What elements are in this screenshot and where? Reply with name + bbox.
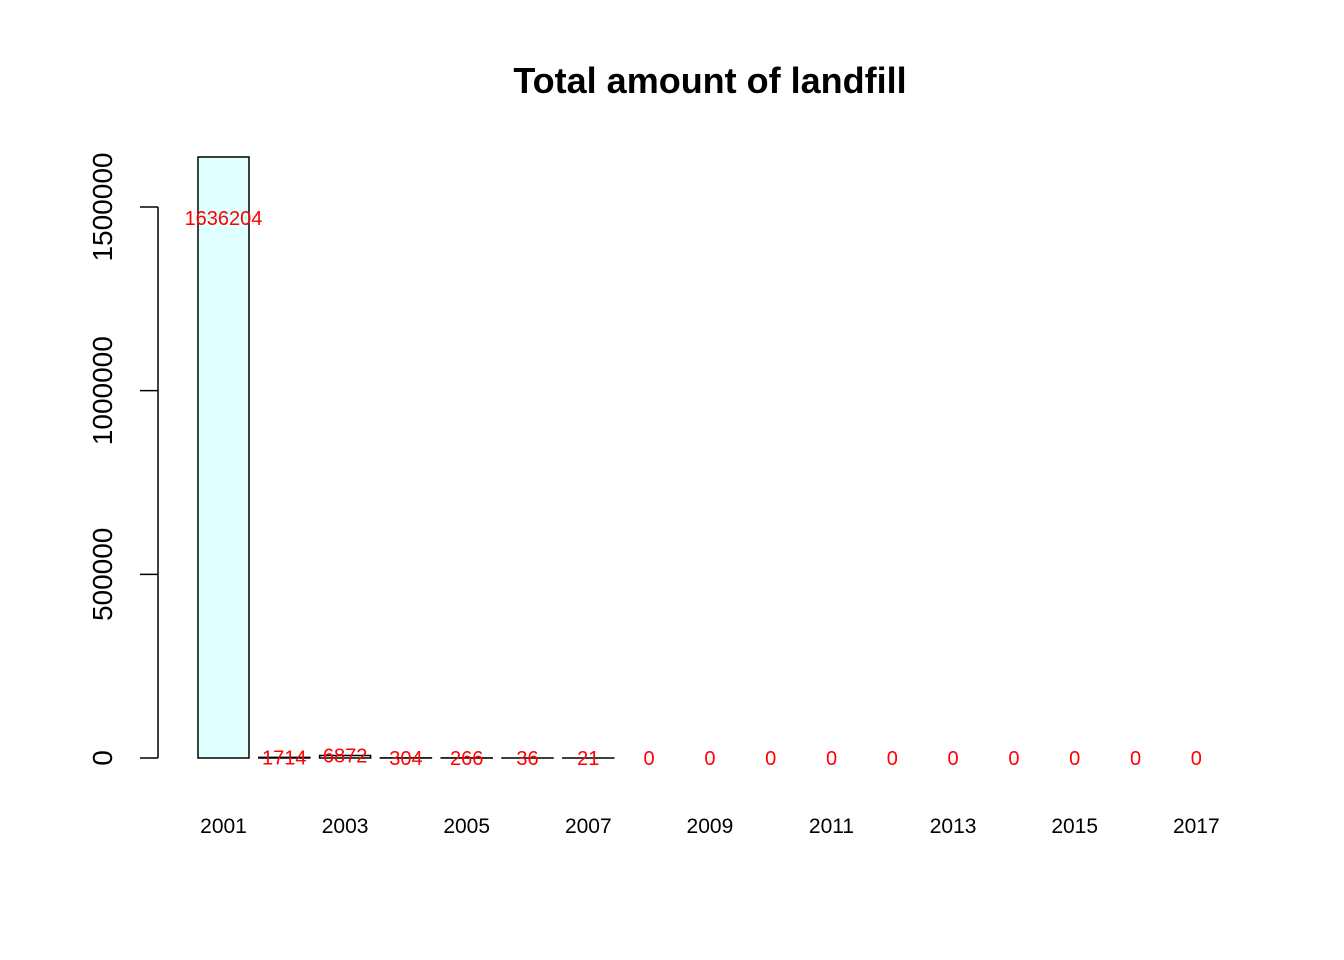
x-tick-label: 2001 xyxy=(200,815,247,838)
x-tick-label: 2011 xyxy=(809,815,854,838)
x-axis-labels: 2001 2003 2005 2007 2009 2011 2013 2015 2017 xyxy=(200,815,1220,838)
x-tick-label: 2005 xyxy=(443,815,490,838)
y-tick-label: 500000 xyxy=(87,528,118,621)
x-tick-label: 2007 xyxy=(565,815,612,838)
data-label: 0 xyxy=(1130,748,1141,770)
data-label: 0 xyxy=(1191,748,1202,770)
x-tick-label: 2017 xyxy=(1173,815,1220,838)
x-tick-label: 2003 xyxy=(322,815,369,838)
y-tick-label: 1000000 xyxy=(87,336,118,445)
bar xyxy=(258,756,311,759)
bars-group xyxy=(197,156,615,759)
data-label: 0 xyxy=(1069,748,1080,770)
y-tick-label: 0 xyxy=(87,750,118,766)
x-tick-label: 2015 xyxy=(1051,815,1098,838)
data-label: 0 xyxy=(1008,748,1019,770)
chart-title: Total amount of landfill xyxy=(513,60,906,101)
data-label: 304 xyxy=(389,748,422,770)
y-axis: 0 500000 1000000 1500000 xyxy=(87,153,159,766)
data-label: 0 xyxy=(644,748,655,770)
bar xyxy=(197,156,250,759)
data-label: 1636204 xyxy=(185,208,263,230)
data-label: 6872 xyxy=(323,745,368,767)
data-label: 36 xyxy=(516,748,538,770)
y-tick-label: 1500000 xyxy=(87,153,118,262)
data-label: 0 xyxy=(765,748,776,770)
data-label: 21 xyxy=(577,748,599,770)
bar xyxy=(318,754,372,759)
data-label: 0 xyxy=(704,748,715,770)
data-label: 0 xyxy=(826,748,837,770)
data-labels-group: 1636204 1714 6872 304 266 36 21 0 0 0 0 0 0 0 0 0 0 xyxy=(185,208,1202,770)
data-label: 0 xyxy=(887,748,898,770)
x-tick-label: 2013 xyxy=(930,815,977,838)
data-label: 266 xyxy=(450,748,483,770)
data-label: 0 xyxy=(948,748,959,770)
x-tick-label: 2009 xyxy=(687,815,734,838)
data-label: 1714 xyxy=(262,747,307,769)
